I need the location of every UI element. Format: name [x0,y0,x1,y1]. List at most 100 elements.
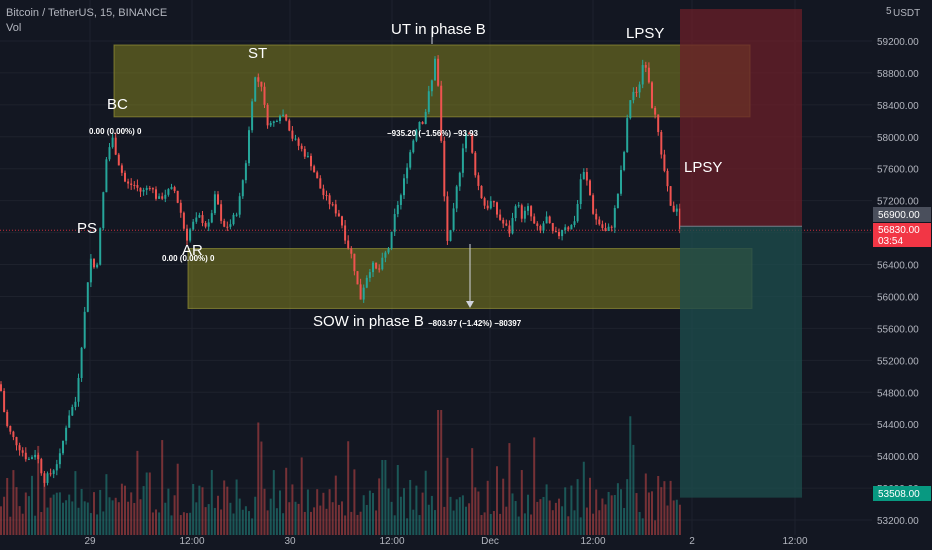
volume-bar [604,504,607,535]
axis-currency-prefix: 5 [886,6,892,17]
volume-bar [269,498,272,535]
volume-bar [3,496,6,535]
volume-bar [620,489,622,535]
candle-body [651,82,653,108]
volume-bar [629,416,632,535]
volume-bar [108,497,111,535]
volume-bar [105,474,108,535]
volume-bar [601,498,604,535]
volume-bar [551,510,554,535]
price-axis[interactable]: 59200.00 58800.00 58400.00 58000.00 57600.00… [872,0,932,550]
volume-indicator-label[interactable]: Vol [6,22,22,34]
candle-body [310,155,312,167]
candle-body [678,208,681,229]
annotation-lpsy-right: LPSY [684,159,722,176]
candle-body [182,212,185,229]
candle-body [93,258,95,268]
volume-bar [6,477,9,535]
volume-bar [415,485,418,535]
volume-bar [251,518,254,535]
volume-bar [229,502,232,535]
candle-body [285,114,288,121]
volume-bar [313,507,316,535]
candle-body [319,178,322,189]
candle-body [393,214,396,232]
candle-body [71,407,74,416]
candle-body [378,268,381,270]
candle-body [564,227,567,230]
candle-body [632,91,635,101]
volume-bar [31,475,33,535]
candle-body [390,231,393,249]
volume-bar [325,508,328,535]
candle-body [130,183,133,185]
stop-loss-zone [680,9,802,227]
candle-body [217,194,219,205]
price-tick: 58800.00 [877,69,919,80]
volume-bar [192,484,195,535]
candle-body [18,445,21,451]
volume-bar [133,502,136,535]
candle-body [421,121,424,124]
candle-body [86,282,89,312]
candle-body [443,140,446,197]
candle-body [40,459,43,474]
candle-body [120,165,123,173]
candle-body [660,132,663,155]
volume-bar [155,509,157,535]
candle-body [102,192,105,229]
volume-bar [508,443,511,535]
price-tick: 56400.00 [877,261,919,272]
candle-body [300,145,303,149]
candle-body [275,120,278,122]
volume-bar [21,513,24,535]
candle-body [638,84,641,93]
volume-bar [136,450,139,535]
time-tick: 12:00 [580,536,605,547]
candle-body [52,470,55,474]
time-axis[interactable]: 29 12:00 30 12:00 Dec 12:00 2 12:00 [84,536,808,547]
candle-body [282,114,285,117]
volume-bar [368,490,371,535]
candle-body [356,271,359,285]
volume-bar [77,507,80,535]
volume-bar [285,467,288,535]
candle-body [244,163,247,181]
candle-body [80,347,83,378]
volume-bar [375,510,378,535]
candle-body [145,187,148,190]
volume-bar [288,502,291,535]
volume-bar [58,492,61,535]
candle-body [551,223,554,232]
candle-body [279,116,281,121]
candle-body [248,130,250,164]
volume-bar [347,441,350,535]
candle-body [406,167,409,179]
symbol-title[interactable]: Bitcoin / TetherUS, 15, BINANCE [6,7,168,19]
candle-body [303,148,306,157]
candle-body [350,248,353,254]
candle-body [77,377,80,402]
short-position-tool[interactable] [680,9,802,498]
volume-bar [399,496,402,535]
candle-body [341,216,343,226]
volume-bar [49,497,52,535]
candle-body [27,458,30,460]
candle-body [269,123,272,126]
volume-bar [564,487,567,535]
volume-bar [365,504,368,535]
price-tick: 58400.00 [877,101,919,112]
candle-body [68,415,71,428]
candle-body [654,107,657,115]
price-tick: 54800.00 [877,388,919,399]
volume-bar [74,471,77,535]
candle-body [96,264,99,268]
measure-label-sow: −803.97 (−1.42%) −80397 [428,319,522,328]
volume-bar [27,496,30,535]
candle-body [34,454,37,458]
volume-bar [204,507,207,535]
volume-bar [235,479,238,535]
candle-body [331,204,334,206]
volume-bar [179,515,182,535]
